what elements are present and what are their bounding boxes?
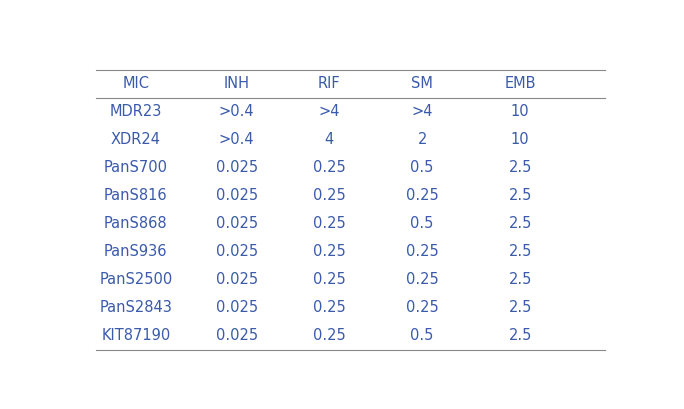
Text: 2.5: 2.5: [508, 189, 532, 203]
Text: 2.5: 2.5: [508, 216, 532, 231]
Text: 0.25: 0.25: [406, 189, 438, 203]
Text: 0.25: 0.25: [406, 272, 438, 288]
Text: PanS936: PanS936: [104, 244, 168, 259]
Text: 2.5: 2.5: [508, 300, 532, 315]
Text: 2.5: 2.5: [508, 328, 532, 343]
Text: 0.25: 0.25: [313, 160, 345, 175]
Text: 0.025: 0.025: [215, 244, 258, 259]
Text: 0.25: 0.25: [313, 272, 345, 288]
Text: 0.25: 0.25: [406, 300, 438, 315]
Text: EMB: EMB: [504, 76, 536, 91]
Text: 0.25: 0.25: [313, 300, 345, 315]
Text: 10: 10: [511, 133, 529, 147]
Text: 0.025: 0.025: [215, 272, 258, 288]
Text: MIC: MIC: [122, 76, 149, 91]
Text: 0.5: 0.5: [410, 216, 434, 231]
Text: PanS2843: PanS2843: [99, 300, 172, 315]
Text: 0.025: 0.025: [215, 160, 258, 175]
Text: >0.4: >0.4: [219, 133, 254, 147]
Text: 0.025: 0.025: [215, 189, 258, 203]
Text: >4: >4: [319, 104, 340, 119]
Text: 2: 2: [417, 133, 427, 147]
Text: 0.025: 0.025: [215, 300, 258, 315]
Text: XDR24: XDR24: [111, 133, 161, 147]
Text: 10: 10: [511, 104, 529, 119]
Text: 0.025: 0.025: [215, 328, 258, 343]
Text: KIT87190: KIT87190: [101, 328, 170, 343]
Text: 0.5: 0.5: [410, 160, 434, 175]
Text: 0.25: 0.25: [406, 244, 438, 259]
Text: PanS816: PanS816: [104, 189, 168, 203]
Text: >0.4: >0.4: [219, 104, 254, 119]
Text: 4: 4: [325, 133, 334, 147]
Text: >4: >4: [411, 104, 433, 119]
Text: 0.25: 0.25: [313, 216, 345, 231]
Text: 0.25: 0.25: [313, 328, 345, 343]
Text: RIF: RIF: [318, 76, 341, 91]
Text: 0.5: 0.5: [410, 328, 434, 343]
Text: 2.5: 2.5: [508, 160, 532, 175]
Text: 0.025: 0.025: [215, 216, 258, 231]
Text: 2.5: 2.5: [508, 244, 532, 259]
Text: 0.25: 0.25: [313, 244, 345, 259]
Text: PanS700: PanS700: [104, 160, 168, 175]
Text: INH: INH: [224, 76, 250, 91]
Text: PanS2500: PanS2500: [99, 272, 172, 288]
Text: SM: SM: [411, 76, 433, 91]
Text: 0.25: 0.25: [313, 189, 345, 203]
Text: MDR23: MDR23: [109, 104, 162, 119]
Text: 2.5: 2.5: [508, 272, 532, 288]
Text: PanS868: PanS868: [104, 216, 168, 231]
